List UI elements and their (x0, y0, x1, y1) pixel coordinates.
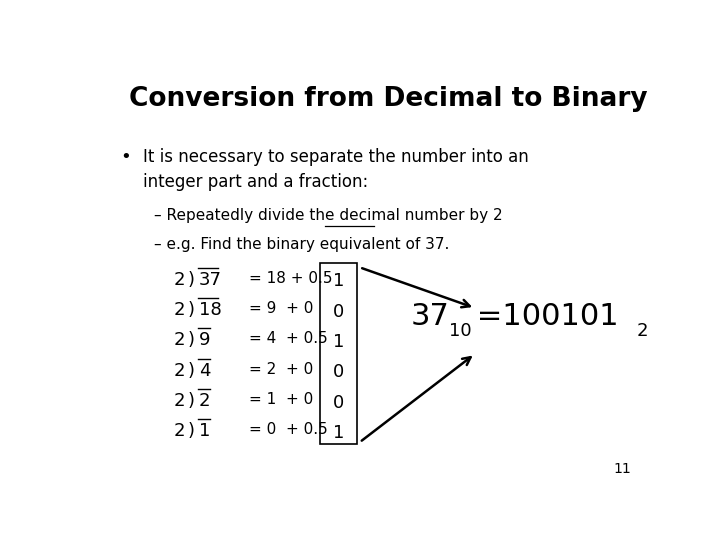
Text: – e.g. Find the binary equivalent of 37.: – e.g. Find the binary equivalent of 37. (154, 238, 449, 252)
Text: =100101: =100101 (467, 302, 618, 330)
Text: ): ) (188, 422, 194, 441)
Text: 9: 9 (199, 332, 210, 349)
Text: 2: 2 (174, 332, 185, 349)
Text: 2: 2 (174, 301, 185, 319)
Text: 4: 4 (199, 362, 210, 380)
Text: 2: 2 (174, 392, 185, 410)
Text: ): ) (188, 362, 194, 380)
Text: ): ) (188, 332, 194, 349)
Text: 2: 2 (174, 271, 185, 288)
Text: 2: 2 (199, 392, 210, 410)
Text: 11: 11 (613, 462, 631, 476)
Text: It is necessary to separate the number into an
integer part and a fraction:: It is necessary to separate the number i… (143, 148, 528, 191)
Text: 2: 2 (174, 362, 185, 380)
Text: 0: 0 (333, 394, 344, 411)
Text: = 1  + 0: = 1 + 0 (249, 392, 313, 407)
Text: ): ) (188, 392, 194, 410)
Text: ): ) (188, 271, 194, 288)
Text: – Repeatedly divide the decimal number by 2: – Repeatedly divide the decimal number b… (154, 208, 503, 223)
Text: 2: 2 (637, 322, 648, 340)
Text: = 18 + 0.5: = 18 + 0.5 (249, 271, 333, 286)
Text: = 0  + 0.5: = 0 + 0.5 (249, 422, 328, 437)
Text: 18: 18 (199, 301, 222, 319)
Text: 1: 1 (333, 272, 344, 291)
Text: = 2  + 0: = 2 + 0 (249, 362, 313, 377)
Text: = 9  + 0: = 9 + 0 (249, 301, 313, 316)
Text: 0: 0 (333, 302, 344, 321)
Text: 37: 37 (411, 302, 450, 330)
Text: 1: 1 (333, 424, 344, 442)
Text: ): ) (188, 301, 194, 319)
Text: 37: 37 (199, 271, 222, 288)
Text: = 4  + 0.5: = 4 + 0.5 (249, 332, 328, 346)
Text: Conversion from Decimal to Binary: Conversion from Decimal to Binary (129, 85, 648, 112)
Text: 1: 1 (199, 422, 210, 441)
Bar (320, 263, 356, 444)
Text: 0: 0 (333, 363, 344, 381)
Text: 10: 10 (449, 322, 472, 340)
Text: 2: 2 (174, 422, 185, 441)
Text: 1: 1 (333, 333, 344, 351)
Text: •: • (121, 148, 132, 166)
